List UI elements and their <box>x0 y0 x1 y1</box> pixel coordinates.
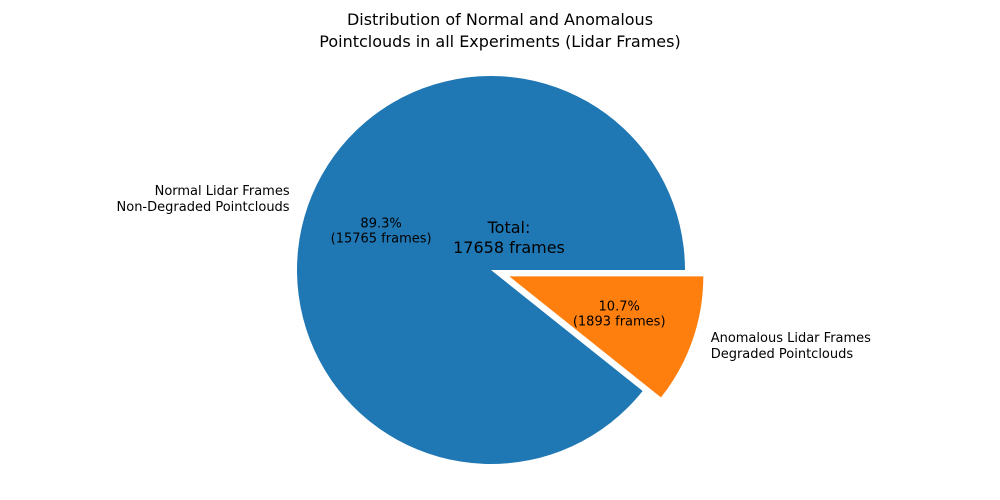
pie-slice-normal-lidar-frames <box>296 75 685 464</box>
total-annotation: Total: 17658 frames <box>453 218 565 257</box>
slice-label-anomalous-lidar-frames: Anomalous Lidar Frames Degraded Pointclo… <box>710 330 871 362</box>
slice-pct-normal-lidar-frames: 89.3% (15765 frames) <box>330 216 432 247</box>
pie-slice-anomalous-lidar-frames <box>509 276 704 398</box>
chart-title: Distribution of Normal and Anomalous Poi… <box>319 10 681 52</box>
slice-pct-anomalous-lidar-frames: 10.7% (1893 frames) <box>572 299 666 330</box>
slice-label-normal-lidar-frames: Normal Lidar Frames Non-Degraded Pointcl… <box>116 183 290 215</box>
